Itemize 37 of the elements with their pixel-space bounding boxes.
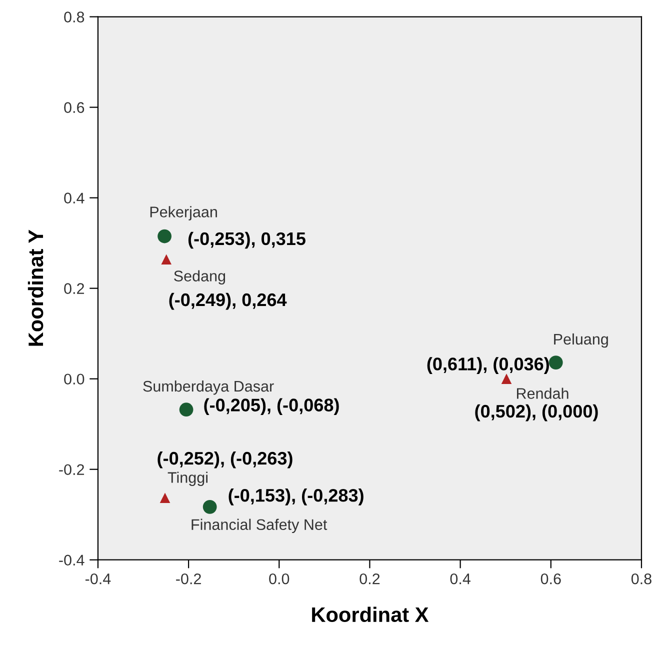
- y-tick-label: 0.6: [64, 102, 84, 113]
- y-tick-label: -0.4: [59, 554, 84, 566]
- annotation: Rendah: [517, 388, 568, 399]
- annotation: Sedang: [174, 270, 226, 284]
- point: [501, 374, 512, 384]
- y-axis-title: Koordinat Y: [28, 230, 44, 346]
- annotation: Sumberdaya Dasar: [143, 380, 274, 395]
- point: [202, 500, 217, 514]
- x-tick-label: -0.2: [176, 573, 201, 584]
- x-tick-label: 0.8: [631, 573, 652, 584]
- point: [161, 254, 172, 264]
- y-tick-label: 0.2: [64, 283, 84, 294]
- point: [179, 402, 194, 417]
- data-label: (-0,252), (-0,263): [158, 451, 292, 468]
- x-tick-label: 0.2: [360, 573, 380, 584]
- y-tick-label: 0.0: [64, 374, 84, 385]
- x-tick-label: 0.4: [450, 573, 470, 584]
- point: [158, 229, 172, 244]
- data-label: (0,611), (0,036): [427, 357, 549, 374]
- x-tick-label: 0.0: [269, 573, 290, 584]
- x-tick-label: -0.4: [85, 573, 111, 584]
- data-label: (-0,153), (-0,283): [228, 488, 364, 506]
- y-tick-label: 0.4: [64, 192, 84, 204]
- y-tick-label: 0.8: [64, 12, 84, 22]
- point: [160, 492, 170, 504]
- annotation: Pekerjaan: [150, 206, 217, 220]
- data-label: (-0,253), 0,315: [188, 232, 306, 249]
- y-tick-label: -0.2: [59, 464, 84, 476]
- data-label: (-0,249), 0,264: [169, 292, 287, 310]
- annotation: Tinggi: [168, 472, 208, 486]
- x-axis-title: Koordinat X: [312, 606, 429, 622]
- point: [548, 356, 563, 370]
- annotation: Peluang: [554, 333, 608, 348]
- x-tick-label: 0.6: [540, 573, 561, 584]
- annotation: Financial Safety Net: [192, 518, 328, 534]
- data-label: (0,502), (0,000): [475, 404, 598, 422]
- data-label: (-0,205), (-0,068): [204, 398, 339, 416]
